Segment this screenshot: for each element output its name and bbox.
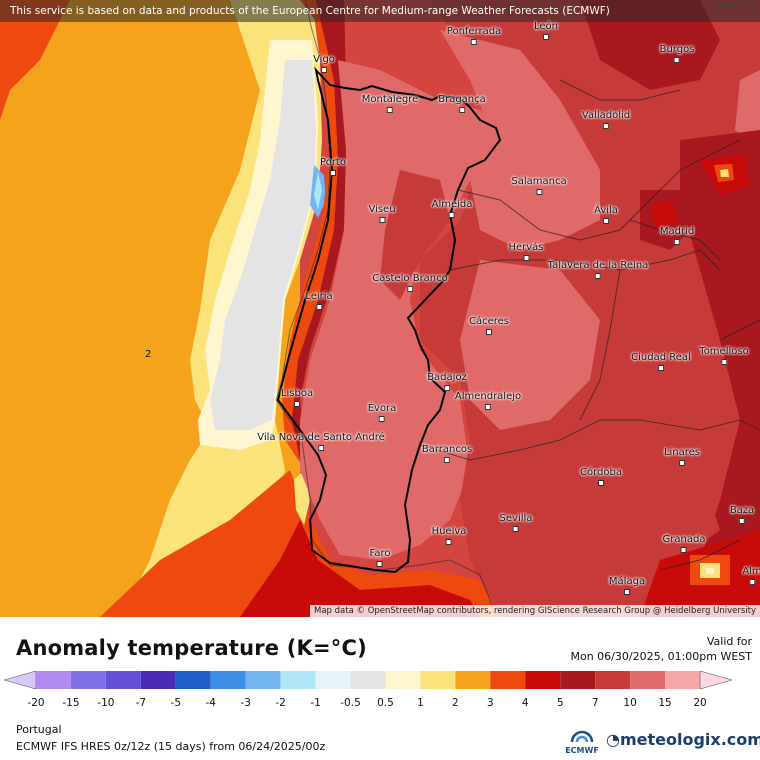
city-label: Ponferrada [447,26,501,45]
city-label: Vila Nova de Santo André [257,432,385,451]
city-label: Leiria [305,291,333,310]
city-label: Huelva [432,526,466,545]
scale-tick-label: -2 [275,697,286,709]
city-label: Sevilla [500,513,532,532]
color-scale [4,671,732,689]
meteologix-logo[interactable]: ◔meteologix.com [606,730,760,749]
ecmwf-logo-text: ECMWF [565,746,599,755]
scale-tick-label: 5 [556,697,564,709]
scale-min-arrow [4,671,37,689]
scale-max-arrow [699,671,732,689]
city-label: Granada [663,534,705,553]
valid-label: Valid for [706,635,752,648]
scale-tick-label: -4 [205,697,216,709]
city-label: Faro [370,548,390,567]
city-label: Almendralejo [455,391,521,410]
color-scale-ticks: -20 -15 -10 -7 -5 -4 -3 -2 -1 -0.5 0.5 1 2 3 4 5 7 10 15 20 [0,697,760,711]
city-label: Barrancos [422,444,472,463]
scale-tick-label: -0.5 [340,697,361,709]
city-label: Alm [742,566,760,585]
scale-cell [140,671,176,689]
brand-text: meteologix.com [619,730,760,749]
scale-cell [665,671,700,689]
ecmwf-arc-icon [570,730,594,743]
scale-tick-label: -10 [97,697,115,709]
scale-cell [350,671,386,689]
scale-cell [280,671,316,689]
city-label: Montalegre [362,94,418,113]
scale-cell [385,671,421,689]
city-label: León [534,21,558,40]
scale-cell [105,671,141,689]
legend-title: Anomaly temperature (K=°C) [16,636,367,660]
city-label: Madrid [660,226,694,245]
scale-cell [525,671,561,689]
city-label: Valladolid [582,110,630,129]
scale-tick-label: 3 [486,697,494,709]
city-label: Hervás [508,242,544,261]
scale-tick-label: 1 [417,697,424,709]
city-label: Burgos [660,44,694,63]
scale-cell [315,671,351,689]
scale-cell [70,671,106,689]
valid-time-box: Valid for Mon 06/30/2025, 01:00pm WEST [570,634,752,664]
city-label: Córdoba [580,467,622,486]
scale-tick-label: 15 [658,697,672,709]
scale-tick-label: 10 [623,697,637,709]
city-vitoria: Vitoria-G [711,0,756,11]
city-label: Castelo Branco [372,273,448,292]
city-label: Évora [368,403,396,422]
city-label: Málaga [609,576,645,595]
scale-tick-label: -15 [62,697,80,709]
city-label: Baza [730,505,754,524]
ecmwf-attribution-banner: This service is based on data and produc… [0,0,760,22]
scale-cell [245,671,281,689]
scale-cell [560,671,596,689]
ecmwf-logo: ECMWF [562,728,602,758]
model-run-label: ECMWF IFS HRES 0z/12z (15 days) from 06/… [16,740,326,753]
scale-cell [490,671,526,689]
map-view[interactable]: This service is based on data and produc… [0,0,760,617]
scale-tick-label: 2 [452,697,459,709]
city-label: Badajoz [427,372,467,391]
city-label: Cáceres [469,316,509,335]
scale-tick-label: 4 [521,697,529,709]
scale-tick-label: -5 [170,697,182,709]
anomaly-field [0,0,760,617]
scale-tick-label: 0.5 [377,697,394,709]
city-label: Salamanca [511,176,567,195]
city-label: Lisboa [281,388,313,407]
city-label: Bragança [438,94,486,113]
scale-cell [420,671,456,689]
scale-cell [175,671,211,689]
city-label: Ciudad Real [631,352,691,371]
scale-tick-label: -1 [310,697,321,709]
city-label: Tomelloso [699,346,749,365]
scale-tick-label: 20 [693,697,707,709]
scale-cell [210,671,246,689]
city-label: Talavera de la Reina [548,260,648,279]
city-label: Porto [320,157,346,176]
contour-label: 2 [145,349,152,360]
city-label: Vigo [313,54,335,73]
scale-cell [455,671,491,689]
scale-tick-label: -7 [135,697,147,709]
region-label: Portugal [16,723,62,736]
city-label: Viseu [368,204,396,223]
city-label: Almeida [432,199,472,218]
valid-time: Mon 06/30/2025, 01:00pm WEST [570,650,752,663]
city-label: Ávila [594,205,618,224]
scale-tick-label: -20 [27,697,45,709]
map-credit[interactable]: Map data © OpenStreetMap contributors, r… [310,605,760,617]
city-label: Linares [664,447,700,466]
scale-tick-label: 7 [591,697,599,709]
scale-cell [595,671,631,689]
scale-cell [36,671,71,689]
scale-cell [630,671,666,689]
meteologix-c-icon: ◔ [606,730,620,749]
scale-tick-label: -3 [240,697,251,709]
